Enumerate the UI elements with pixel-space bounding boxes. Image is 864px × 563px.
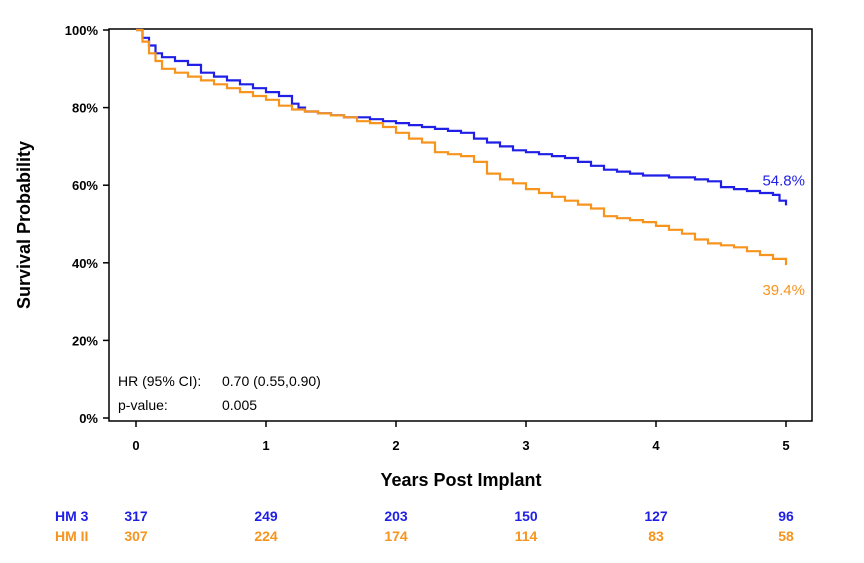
risk-count: 127 (644, 508, 668, 524)
y-tick-label: 0% (79, 411, 98, 426)
risk-row-label: HM 3 (55, 508, 89, 524)
risk-count: 58 (778, 528, 794, 544)
risk-count: 249 (254, 508, 278, 524)
x-tick-label: 3 (522, 438, 529, 453)
series-layer: 54.8% 39.4% (136, 28, 805, 299)
y-tick-label: 20% (72, 333, 98, 348)
risk-count: 307 (124, 528, 148, 544)
x-axis: 0 1 2 3 4 5 (132, 421, 790, 453)
x-tick-label: 1 (262, 438, 269, 453)
p-value-value: 0.005 (222, 397, 257, 413)
y-tick-label: 60% (72, 178, 98, 193)
y-tick-label: 100% (65, 23, 99, 38)
hr-value: 0.70 (0.55,0.90) (222, 373, 321, 389)
hr-label: HR (95% CI): (118, 373, 201, 389)
risk-count: 203 (384, 508, 408, 524)
series-line-1 (136, 28, 788, 266)
risk-count: 83 (648, 528, 664, 544)
series-end-label-1: 39.4% (762, 282, 805, 299)
x-tick-label: 2 (392, 438, 399, 453)
risk-count: 114 (515, 528, 538, 544)
p-value-label: p-value: (118, 397, 168, 413)
y-axis-title: Survival Probability (14, 141, 34, 309)
y-tick-label: 40% (72, 256, 98, 271)
x-axis-title: Years Post Implant (380, 470, 541, 490)
risk-count: 174 (384, 528, 408, 544)
series-end-label-0: 54.8% (762, 172, 805, 189)
plot-frame (108, 28, 813, 422)
y-axis: 0% 20% 40% 60% 80% 100% (65, 23, 109, 426)
x-tick-label: 0 (132, 438, 139, 453)
risk-count: 317 (124, 508, 148, 524)
x-tick-label: 5 (782, 438, 789, 453)
risk-row-label: HM II (55, 528, 88, 544)
risk-count: 96 (778, 508, 794, 524)
risk-table: HM 3 317 249 203 150 127 96 HM II 307 224 174 114 83… (55, 508, 794, 544)
x-tick-label: 4 (652, 438, 660, 453)
risk-count: 150 (514, 508, 538, 524)
y-tick-label: 80% (72, 101, 98, 116)
risk-count: 224 (254, 528, 278, 544)
series-line-0 (136, 28, 788, 206)
